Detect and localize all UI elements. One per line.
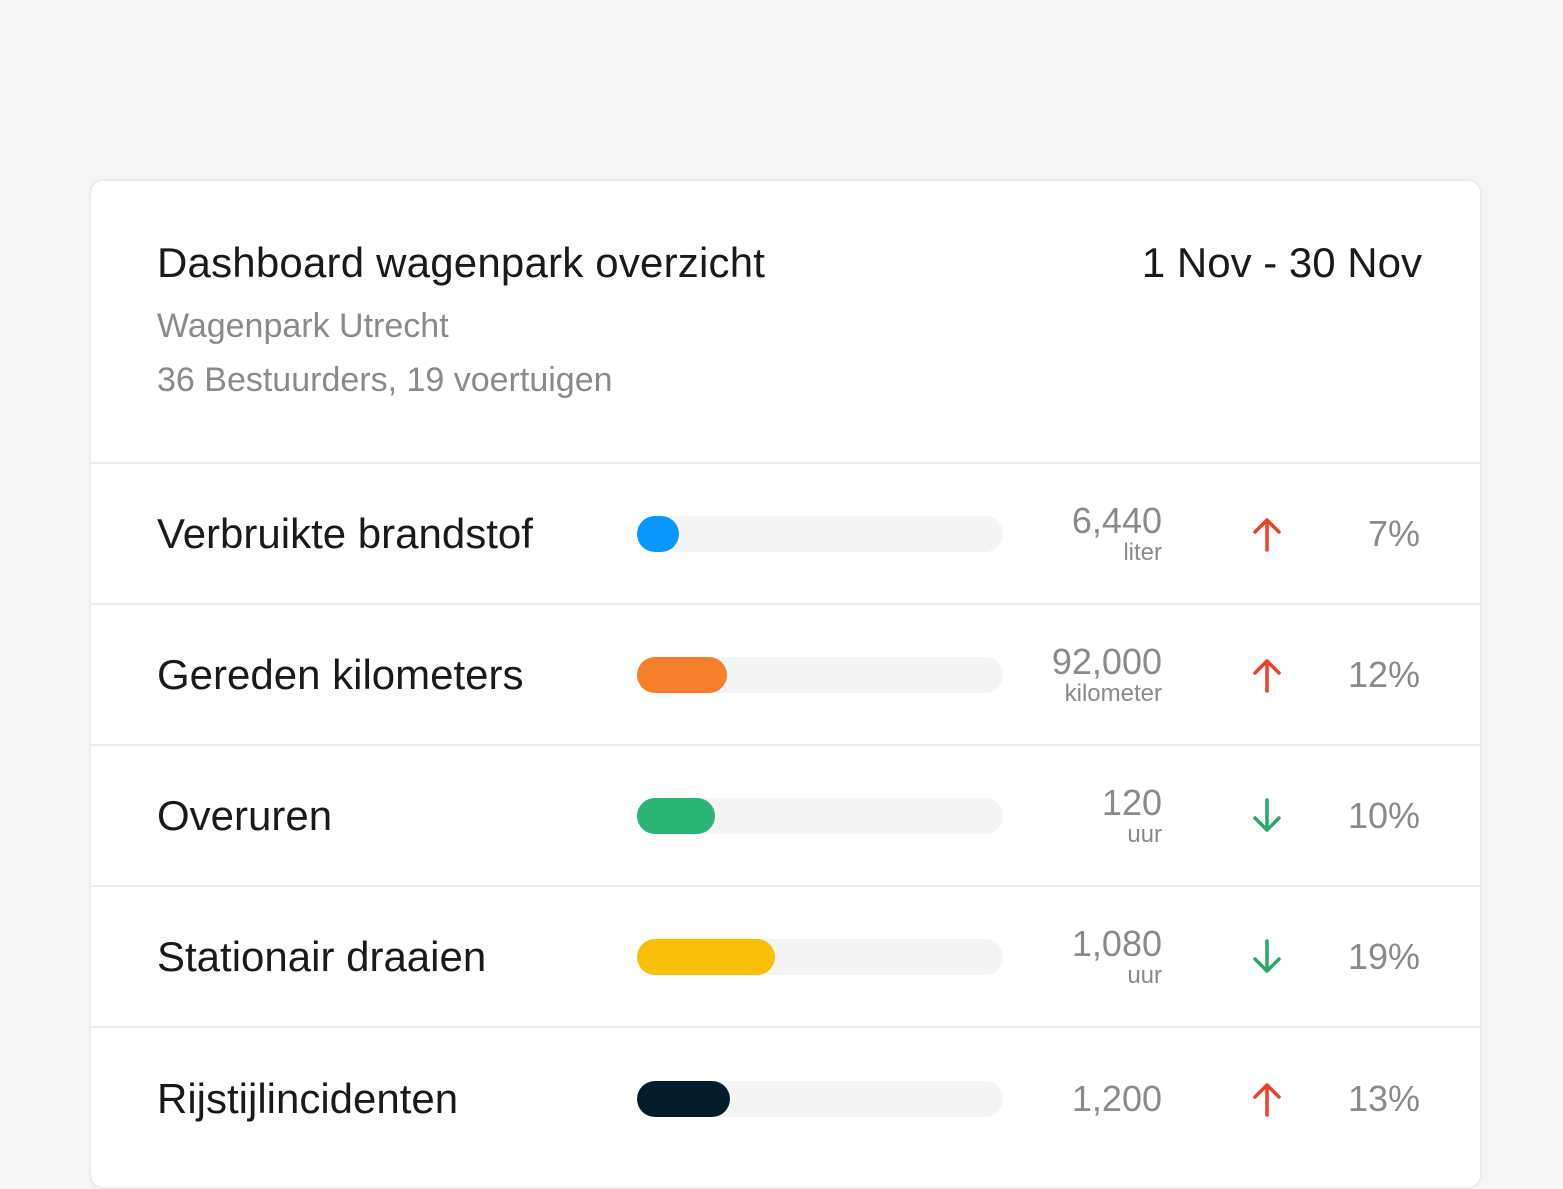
metric-unit: kilometer [1064,679,1162,707]
metric-label: Verbruikte brandstof [157,509,533,557]
metric-percent: 13% [1347,1077,1420,1119]
progress-track [637,656,1003,693]
date-range[interactable]: 1 Nov - 30 Nov [1141,239,1422,286]
arrow-down-icon [1253,797,1281,832]
metric-row-overtime: Overuren 120 uur 10% [91,746,1480,887]
progress-fill [637,1080,730,1117]
arrow-up-icon [1253,1082,1281,1117]
dashboard-header: Dashboard wagenpark overzicht 1 Nov - 30… [91,181,1480,464]
metric-percent: 19% [1347,935,1420,977]
arrow-up-icon [1253,517,1281,552]
metric-unit: uur [1127,961,1162,989]
metric-row-idling: Stationair draaien 1,080 uur 19% [91,887,1480,1028]
arrow-down-icon [1253,938,1281,973]
metric-percent: 7% [1367,512,1420,554]
progress-track [637,938,1003,975]
metric-percent: 12% [1347,653,1420,695]
metric-value: 92,000 [1051,640,1162,682]
metric-unit: uur [1127,820,1162,848]
progress-fill [637,656,727,693]
metric-label: Overuren [157,791,333,839]
metric-value-block: 120 uur [1101,781,1162,848]
metric-label: Stationair draaien [157,932,487,980]
page-title: Dashboard wagenpark overzicht [157,239,766,286]
metric-label: Rijstijlincidenten [157,1074,459,1122]
metric-value: 1,080 [1071,922,1162,964]
progress-fill [637,797,715,834]
progress-track [637,515,1003,552]
metric-row-kilometers: Gereden kilometers 92,000 kilometer 12% [91,605,1480,746]
metric-value: 1,200 [1071,1077,1162,1119]
arrow-up-icon [1253,658,1281,693]
fleet-name: Wagenpark Utrecht [157,307,449,345]
metric-row-driving-incidents: Rijstijlincidenten 1,200 13% [91,1028,1480,1169]
metric-value-block: 92,000 kilometer [1051,640,1162,707]
metric-percent: 10% [1347,794,1420,836]
metric-unit: liter [1123,538,1162,566]
metric-value-block: 1,200 [1071,1077,1162,1119]
metric-row-fuel: Verbruikte brandstof 6,440 liter 7% [91,464,1480,605]
fleet-summary: 36 Bestuurders, 19 voertuigen [157,361,613,399]
metric-value: 120 [1101,781,1162,823]
progress-fill [637,938,775,975]
progress-track [637,1080,1003,1117]
metric-value-block: 1,080 uur [1071,922,1162,989]
metric-value: 6,440 [1071,499,1162,541]
progress-track [637,797,1003,834]
fleet-dashboard-card: Dashboard wagenpark overzicht 1 Nov - 30… [89,179,1482,1189]
progress-fill [637,515,679,552]
metric-label: Gereden kilometers [157,650,524,698]
metric-value-block: 6,440 liter [1071,499,1162,566]
